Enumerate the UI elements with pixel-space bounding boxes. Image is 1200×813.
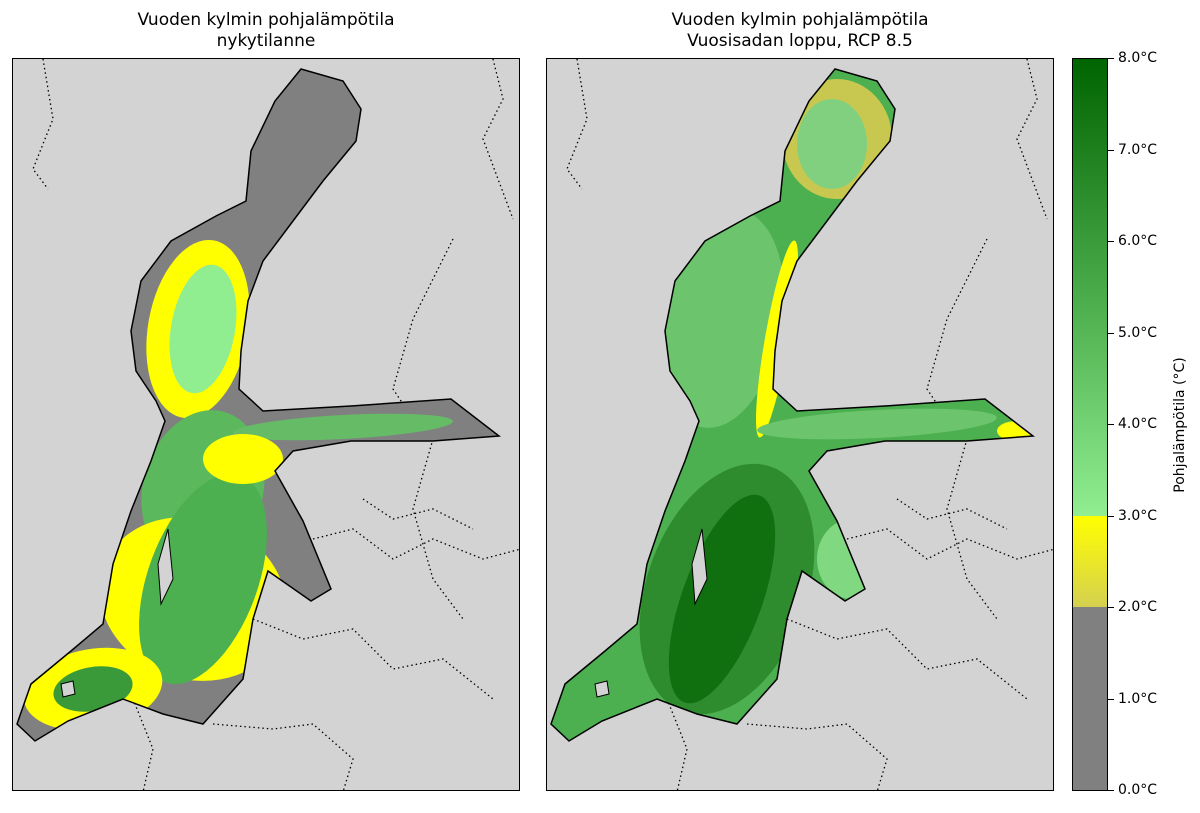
colorbar-tick-label: 1.0°C bbox=[1118, 690, 1158, 707]
temperature-region bbox=[797, 99, 867, 189]
panel-title-present: Vuoden kylmin pohjalämpötila nykytilanne bbox=[12, 10, 520, 52]
colorbar-tick bbox=[1108, 332, 1114, 334]
gotland-island bbox=[691, 528, 708, 606]
temperature-region bbox=[53, 666, 133, 712]
temperature-region bbox=[169, 264, 237, 394]
colorbar-tick bbox=[1108, 424, 1114, 425]
colorbar-tick-label: 7.0°C bbox=[1118, 141, 1158, 158]
colorbar-tick-label: 4.0°C bbox=[1118, 416, 1158, 432]
country-border bbox=[312, 528, 519, 560]
country-border bbox=[32, 59, 54, 190]
temperature-region bbox=[139, 473, 267, 685]
coastline bbox=[16, 68, 502, 742]
country-border bbox=[896, 498, 1008, 530]
country-border bbox=[746, 723, 888, 790]
colorbar-tick-label: 3.0°C bbox=[1118, 507, 1158, 524]
bornholm-island bbox=[60, 680, 76, 698]
colorbar-tick bbox=[1108, 607, 1114, 608]
colorbar bbox=[1072, 58, 1108, 791]
country-border bbox=[846, 528, 1053, 560]
temperature-region bbox=[757, 408, 997, 440]
country-border bbox=[482, 59, 514, 220]
country-border bbox=[252, 618, 494, 700]
colorbar-tick bbox=[1108, 790, 1114, 791]
gotland-island bbox=[157, 528, 174, 606]
colorbar-tick bbox=[1108, 149, 1114, 151]
title-line-2: Vuosisadan loppu, RCP 8.5 bbox=[687, 31, 913, 51]
colorbar-tick-label: 5.0°C bbox=[1118, 324, 1158, 341]
temperature-region bbox=[203, 434, 283, 484]
colorbar-tick-label: 2.0°C bbox=[1118, 599, 1158, 615]
map-rcp85 bbox=[546, 58, 1054, 791]
title-line-1: Vuoden kylmin pohjalämpötila bbox=[671, 10, 929, 30]
temperature-region bbox=[233, 413, 453, 441]
colorbar-tick-label: 8.0°C bbox=[1118, 50, 1158, 66]
country-border bbox=[132, 698, 154, 790]
map-present bbox=[12, 58, 520, 791]
country-border bbox=[786, 618, 1028, 700]
colorbar-tick bbox=[1108, 698, 1114, 700]
title-line-2: nykytilanne bbox=[216, 31, 316, 51]
temperature-region bbox=[659, 210, 785, 428]
country-border bbox=[946, 438, 998, 620]
colorbar-tick bbox=[1108, 241, 1114, 242]
country-border bbox=[212, 723, 354, 790]
country-border bbox=[362, 498, 474, 530]
colorbar-label: Pohjalämpötila (°C) bbox=[1172, 357, 1188, 493]
country-border bbox=[566, 59, 588, 190]
country-border bbox=[392, 238, 454, 405]
bornholm-island bbox=[594, 680, 610, 698]
temperature-region bbox=[668, 494, 776, 704]
colorbar-tick bbox=[1108, 515, 1114, 517]
title-line-1: Vuoden kylmin pohjalämpötila bbox=[137, 10, 395, 30]
country-border bbox=[412, 438, 464, 620]
baltic-map-present bbox=[16, 59, 519, 790]
country-border bbox=[926, 238, 988, 405]
colorbar-tick bbox=[1108, 58, 1114, 59]
baltic-map-rcp85 bbox=[550, 59, 1053, 790]
colorbar-tick-label: 6.0°C bbox=[1118, 233, 1158, 249]
panel-title-rcp85: Vuoden kylmin pohjalämpötila Vuosisadan … bbox=[546, 10, 1054, 52]
country-border bbox=[666, 698, 688, 790]
coastline bbox=[550, 68, 1036, 742]
sea-area bbox=[17, 69, 499, 741]
colorbar-tick-label: 0.0°C bbox=[1118, 782, 1158, 798]
country-border bbox=[1016, 59, 1048, 220]
